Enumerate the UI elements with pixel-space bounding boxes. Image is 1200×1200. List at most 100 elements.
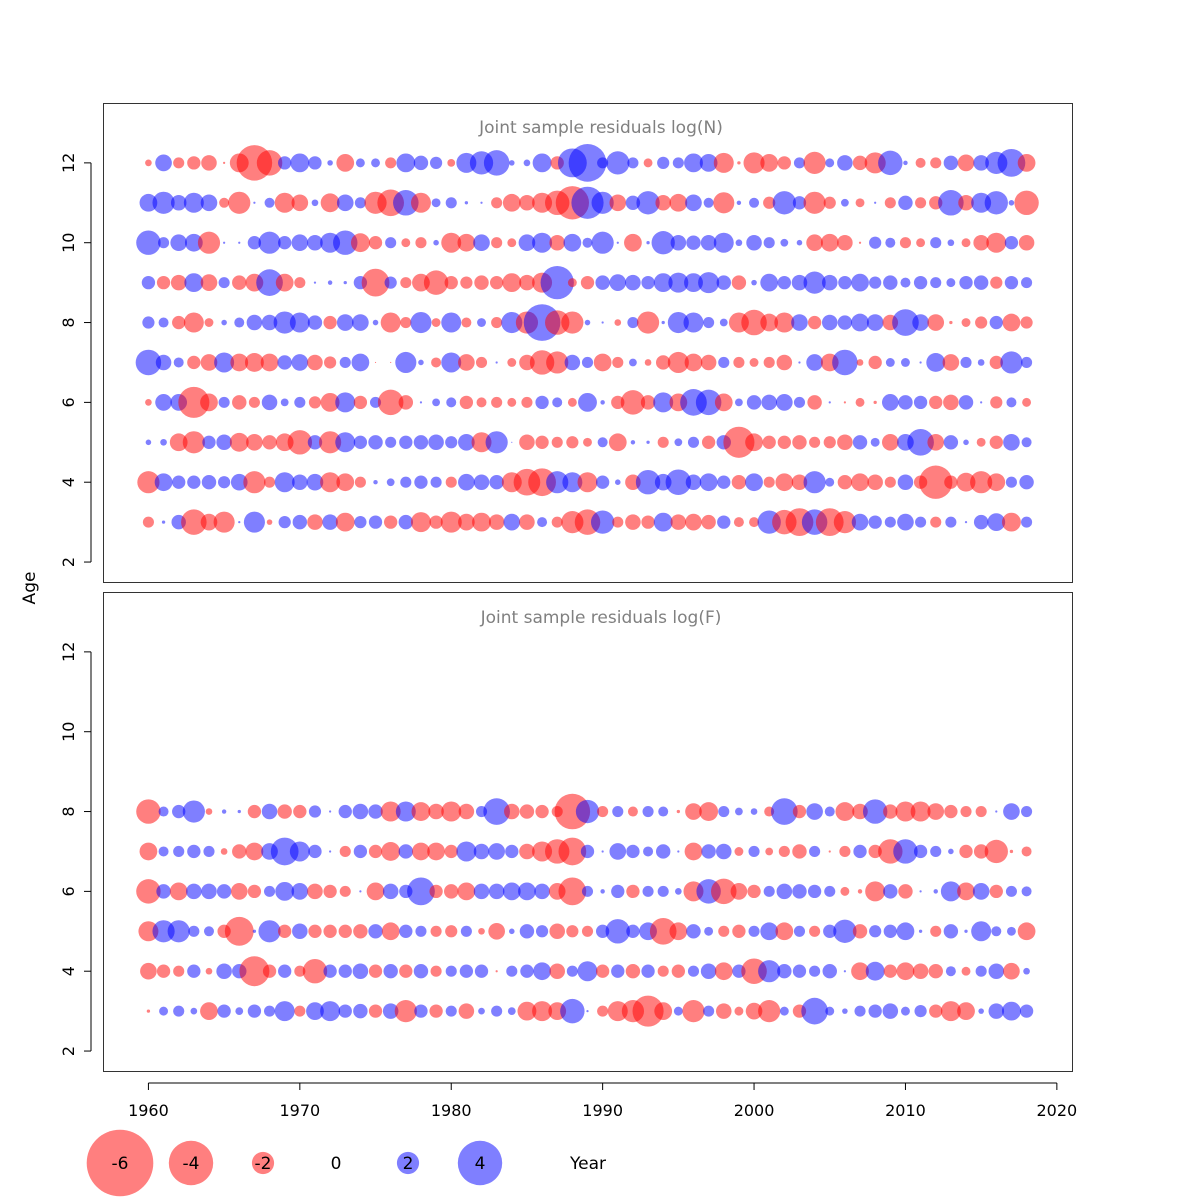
bubble [791,474,808,490]
bubble [294,965,306,977]
bubble [182,800,205,823]
bubble [139,193,158,212]
bubble [989,884,1003,899]
bubble [201,883,217,900]
bubble [1003,962,1020,980]
bubble [456,841,477,862]
bubble [948,848,954,855]
bubbles-logN [135,144,1039,536]
bubble [197,231,221,254]
bubble [307,354,323,371]
bubble [201,474,217,490]
bubble [440,511,462,533]
bubble [915,516,927,528]
bubble [200,393,218,412]
bubble [313,281,317,284]
bubble [901,358,910,367]
bubble [537,517,548,528]
bubble [820,233,839,252]
bubble [851,473,869,492]
bubble [828,850,831,853]
bubble [595,964,610,978]
bubble [580,844,595,859]
bubble [940,881,961,902]
bubble [806,354,823,371]
bubble [549,234,565,251]
bubble [336,314,354,331]
bubble [431,318,441,327]
bubble [291,883,309,900]
bubble [302,958,328,984]
bubble [258,920,281,943]
bubble [597,805,609,818]
bubble [627,316,639,329]
bubble [774,312,795,333]
bubble [412,842,430,861]
bubble [382,883,399,900]
bubble [640,395,656,410]
bubble [927,314,945,331]
bubble [667,351,689,374]
bubble [534,883,550,900]
bubble [293,804,307,819]
bubble [655,844,671,859]
bubble [578,392,597,412]
bubble [464,201,469,205]
bubble [488,843,505,860]
bubble [987,513,1006,532]
bubble [964,929,968,933]
bubble [885,358,895,367]
bubble [338,1004,352,1018]
bubble [793,157,806,169]
bubble [414,1004,428,1018]
bubble [308,396,322,409]
bubble [563,233,582,252]
bubble [723,426,755,458]
bubble [223,241,226,244]
bubble [927,433,945,451]
bubble [944,804,958,819]
bubble [792,844,807,859]
bubble [649,917,677,945]
bubble [351,353,370,372]
bubble [477,318,486,327]
bubble [1022,397,1032,407]
bubble [518,234,536,252]
bubble [237,809,241,814]
bubble [624,233,642,252]
bubble [958,195,974,211]
bubble [138,921,159,942]
bubble [960,356,972,369]
bubble [430,925,442,937]
bubble [400,277,412,289]
bubble [458,354,475,371]
bubble [881,394,899,411]
bubble [1023,967,1030,975]
bubble [158,806,169,817]
panel-logF: Joint sample residuals log(F) 2 4 6 8 10 12 [59,592,1073,1072]
bubble [429,515,443,529]
bubble [243,471,266,494]
bubble [930,157,942,169]
bubble [167,920,190,943]
legend-bubble [457,1140,503,1186]
bubble [734,847,744,856]
bubble [731,275,747,290]
bubble [247,804,262,819]
bubble [868,1004,882,1018]
bubble [715,843,732,860]
bubble [145,159,152,167]
bubble [898,884,913,899]
bubble [558,837,587,866]
bubble [535,804,549,819]
bubble [489,275,504,290]
bubble [883,964,897,978]
bubble [825,477,835,487]
bubble [1005,476,1017,488]
bubble [903,160,908,166]
bubble [870,437,880,447]
bubble [373,479,378,485]
bubble [609,843,627,860]
bubble [200,194,218,212]
bubble [975,805,987,818]
